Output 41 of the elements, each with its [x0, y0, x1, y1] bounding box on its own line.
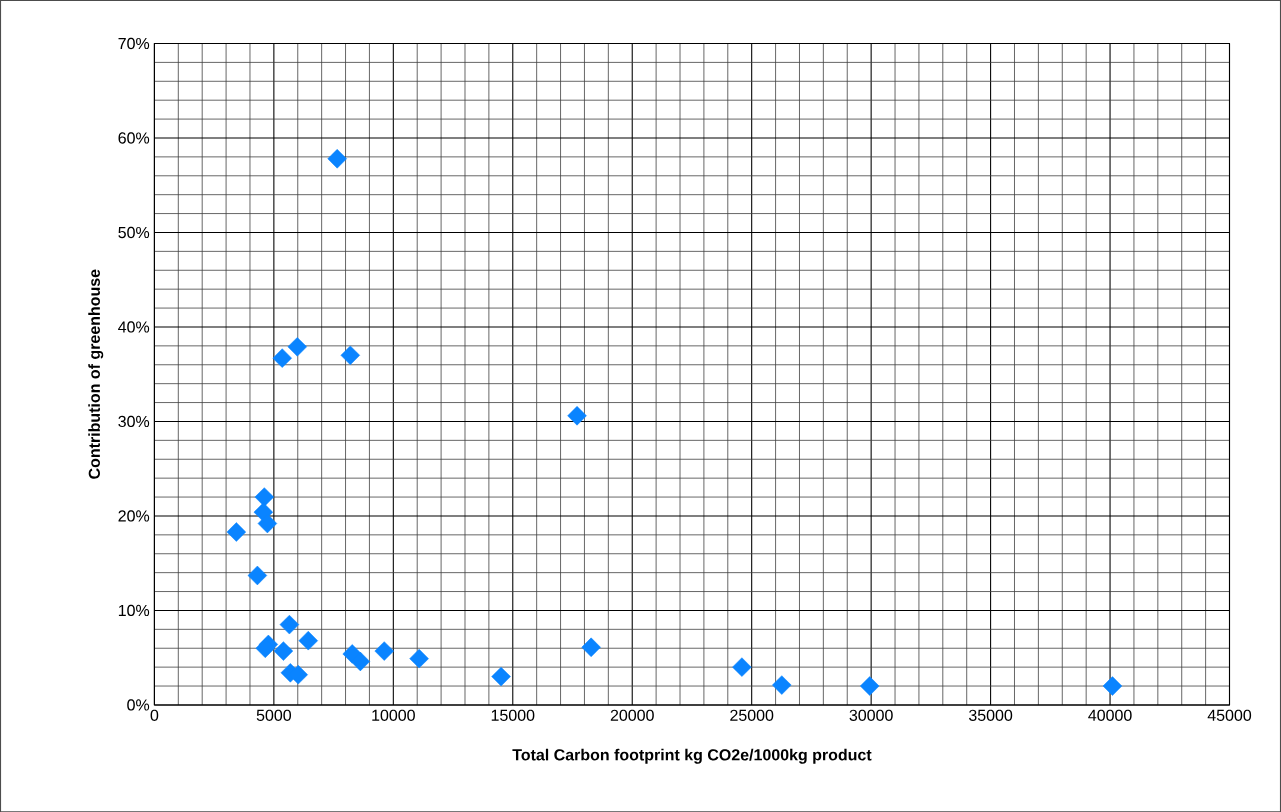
point	[287, 336, 307, 357]
x-tick-label: 35000	[968, 709, 1013, 721]
point	[374, 641, 394, 661]
point	[491, 666, 511, 687]
point	[340, 345, 361, 365]
y-tick-label: 40%	[118, 321, 150, 333]
y-tick-label: 0%	[127, 699, 150, 711]
point	[860, 676, 880, 696]
x-tick-label: 30000	[849, 709, 893, 721]
point	[226, 522, 247, 542]
point	[1102, 676, 1123, 696]
x-axis-title: Total Carbon footprint kg CO2e/1000kg product	[512, 748, 872, 764]
y-tick-label: 50%	[118, 226, 150, 238]
x-tick-label: 25000	[730, 709, 774, 721]
point	[567, 405, 587, 426]
y-tick-label: 70%	[118, 37, 150, 49]
point	[257, 513, 278, 534]
point	[272, 348, 292, 368]
x-tick-label: 5000	[256, 709, 292, 721]
point	[732, 657, 752, 677]
x-tick-label: 15000	[491, 709, 535, 721]
point	[254, 487, 274, 507]
point	[247, 565, 268, 585]
x-tick-label: 45000	[1207, 709, 1252, 721]
point	[409, 648, 429, 669]
point	[298, 630, 318, 651]
x-tick-label: 20000	[610, 709, 654, 721]
point	[772, 675, 792, 695]
y-tick-label: 20%	[118, 510, 150, 522]
point	[350, 651, 371, 671]
y-tick-label: 10%	[118, 604, 150, 616]
y-axis-title: Contribution of greenhouse	[88, 269, 104, 479]
point	[581, 637, 601, 657]
y-tick-label: 60%	[118, 132, 150, 144]
x-tick-label: 40000	[1088, 709, 1132, 721]
point	[279, 614, 300, 635]
y-tick-label: 30%	[118, 415, 150, 427]
point	[327, 148, 347, 169]
point	[273, 641, 294, 661]
x-tick-label: 10000	[372, 709, 415, 721]
x-tick-label: 0	[150, 709, 159, 721]
